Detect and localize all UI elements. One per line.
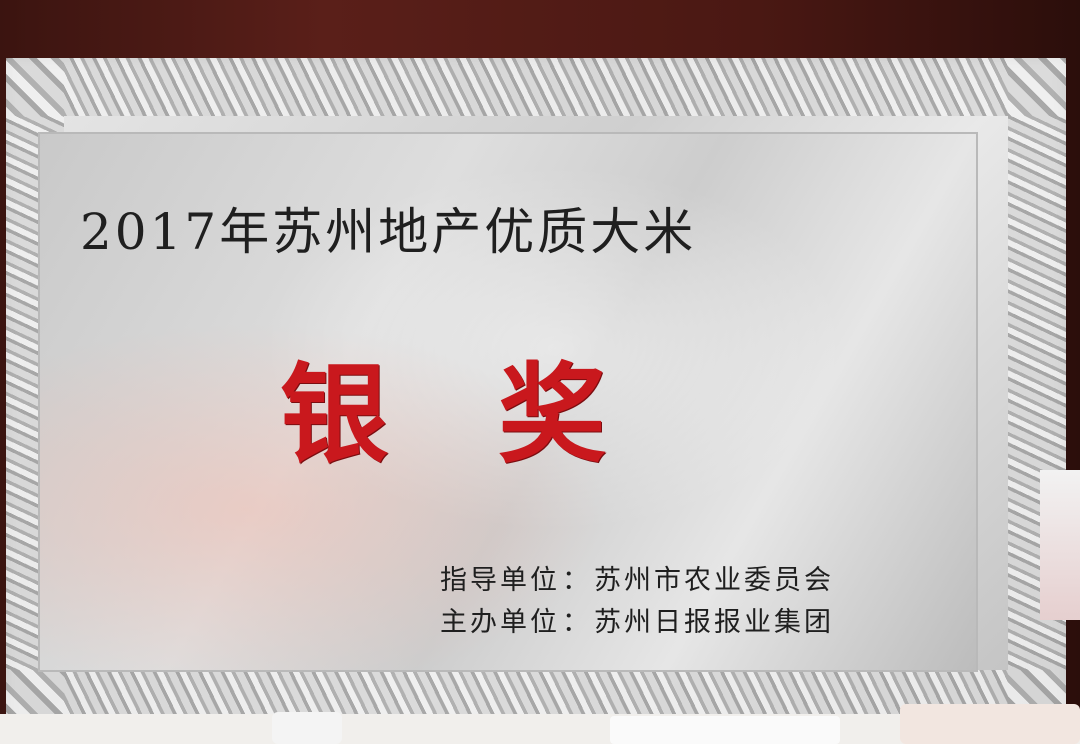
organizer-role: 指导单位 [440,565,560,596]
package [272,712,342,744]
award-level: 银奖 [280,353,717,478]
organizer-name: 苏州市农业委员会 [594,565,834,596]
package [900,704,1080,744]
organizer-name: 苏州日报报业集团 [594,607,834,638]
organizer-row: 主办单位：苏州日报报业集团 [440,607,834,638]
plaque-title: 2017年苏州地产优质大米 [80,203,697,261]
package [610,716,840,744]
inner-panel [38,132,978,672]
package [1040,470,1080,620]
organizer-row: 指导单位：苏州市农业委员会 [440,565,834,596]
organizer-role: 主办单位 [440,607,560,638]
